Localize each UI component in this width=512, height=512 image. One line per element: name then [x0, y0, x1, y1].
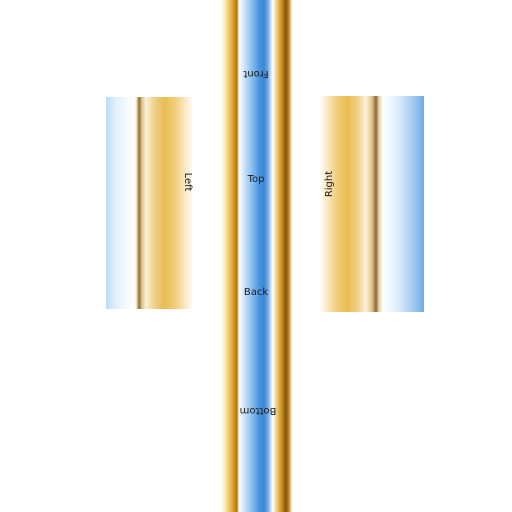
left-face-panel	[106, 97, 192, 309]
face-label-back: Back	[243, 287, 269, 298]
face-label-bottom: Bottom	[239, 405, 277, 416]
right-face-panel	[320, 96, 424, 312]
face-label-right: Right	[324, 170, 335, 198]
face-label-top: Top	[247, 174, 265, 185]
face-label-left: Left	[182, 172, 193, 192]
center-face-strip	[221, 0, 292, 512]
face-label-front: Front	[243, 68, 269, 79]
